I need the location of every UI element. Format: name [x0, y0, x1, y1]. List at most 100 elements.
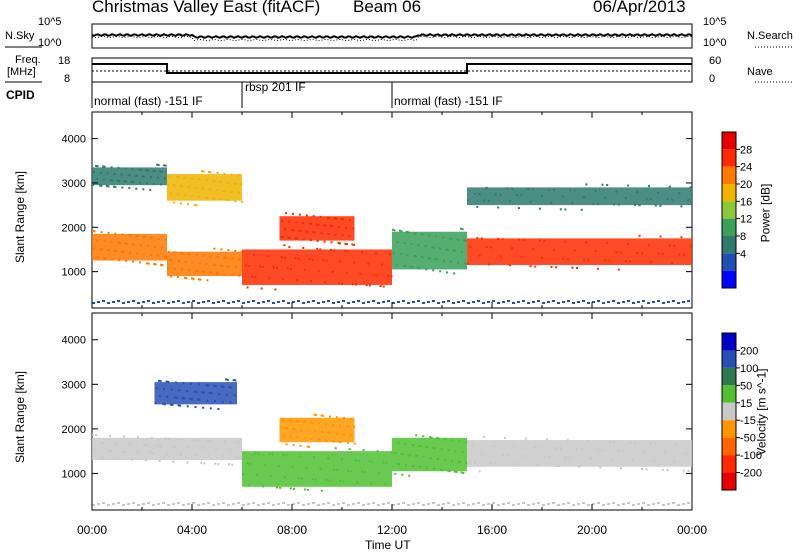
- velocity-ground-speck: [517, 503, 520, 505]
- velocity-speck: [578, 465, 581, 468]
- velocity-speck: [384, 483, 387, 486]
- power-speck: [194, 269, 197, 272]
- velocity-speck: [338, 440, 341, 443]
- power-speck: [251, 275, 254, 278]
- velocity-speck: [353, 442, 356, 445]
- power-speck: [564, 240, 567, 243]
- velocity-speck: [478, 470, 481, 473]
- velocity-speck: [206, 399, 209, 402]
- velocity-speck: [225, 393, 228, 396]
- power-speck: [325, 259, 328, 262]
- power-ground-speck: [202, 301, 205, 303]
- power-speck: [334, 233, 337, 236]
- power-speck: [288, 220, 290, 223]
- velocity-speck: [299, 444, 302, 447]
- power-speck: [606, 184, 609, 186]
- power-speck: [339, 260, 342, 263]
- power-speck: [324, 281, 326, 284]
- velocity-ground-speck: [167, 504, 170, 506]
- velocity-speck: [415, 434, 418, 437]
- velocity-speck: [269, 475, 272, 478]
- power-speck: [192, 277, 195, 280]
- power-ground-speck: [132, 300, 135, 302]
- velocity-speck: [282, 454, 285, 456]
- power-speck: [460, 250, 463, 253]
- power-speck: [508, 200, 511, 203]
- power-speck: [467, 262, 469, 265]
- velocity-speck: [601, 449, 604, 452]
- power-speck: [324, 224, 327, 227]
- velocity-speck: [255, 474, 258, 477]
- velocity-speck: [402, 453, 405, 456]
- velocity-ground-speck: [682, 503, 685, 505]
- velocity-speck: [419, 465, 422, 468]
- power-ground-speck: [422, 302, 425, 304]
- power-speck: [657, 252, 660, 255]
- power-colorbar-swatch: [722, 184, 736, 202]
- velocity-ground-speck: [92, 504, 95, 506]
- power-ground-speck: [467, 302, 470, 304]
- velocity-speck: [416, 455, 418, 458]
- velocity-speck: [159, 380, 162, 383]
- velocity-ytick-label: 3000: [62, 379, 86, 391]
- velocity-region-2: [242, 451, 392, 487]
- velocity-speck: [262, 485, 265, 488]
- power-speck: [195, 253, 198, 256]
- power-speck: [431, 246, 434, 249]
- velocity-speck: [101, 442, 104, 444]
- velocity-speck: [182, 382, 185, 385]
- power-region-8: [467, 187, 692, 206]
- power-speck: [121, 233, 124, 236]
- velocity-speck: [99, 456, 102, 459]
- velocity-speck: [207, 384, 210, 387]
- velocity-speck: [333, 468, 336, 471]
- power-ground-speck: [602, 302, 605, 304]
- velocity-speck: [158, 460, 161, 462]
- velocity-speck: [675, 443, 678, 446]
- power-speck: [457, 239, 460, 241]
- power-speck: [152, 169, 155, 172]
- power-speck: [569, 189, 572, 192]
- power-speck: [291, 212, 294, 215]
- power-ground-speck: [672, 300, 675, 302]
- velocity-speck: [190, 382, 193, 385]
- velocity-speck: [195, 391, 198, 393]
- power-speck: [201, 270, 204, 273]
- velocity-speck: [220, 385, 223, 388]
- power-speck: [213, 197, 216, 200]
- velocity-ground-speck: [622, 503, 625, 505]
- power-speck: [180, 268, 183, 271]
- velocity-speck: [339, 424, 341, 427]
- velocity-region-5: [467, 440, 692, 467]
- velocity-ground-speck: [107, 504, 110, 506]
- power-speck: [208, 188, 211, 191]
- power-speck: [295, 221, 297, 224]
- power-speck: [110, 240, 113, 243]
- velocity-speck: [181, 397, 184, 400]
- velocity-speck: [483, 436, 486, 438]
- velocity-speck: [170, 445, 173, 448]
- x-tick-label: 04:00: [177, 523, 207, 537]
- power-speck: [522, 239, 525, 241]
- power-speck: [520, 194, 523, 197]
- velocity-ytick-label: 1000: [62, 468, 86, 480]
- velocity-colorbar-tick-label: 50: [740, 380, 752, 392]
- velocity-ground-speck: [602, 504, 605, 506]
- power-speck: [170, 275, 173, 278]
- power-speck: [220, 198, 223, 201]
- velocity-speck: [347, 425, 350, 428]
- power-speck: [154, 263, 157, 266]
- velocity-speck: [555, 447, 558, 450]
- power-speck: [174, 251, 177, 254]
- power-region-5: [279, 216, 355, 241]
- velocity-speck: [300, 428, 303, 431]
- power-speck: [133, 243, 135, 246]
- power-ground-speck: [542, 302, 545, 304]
- power-speck: [337, 242, 340, 244]
- power-speck: [190, 177, 193, 180]
- power-ground-speck: [392, 302, 395, 304]
- power-ground-speck: [287, 302, 290, 304]
- power-speck: [613, 203, 616, 206]
- velocity-speck: [349, 417, 352, 420]
- velocity-speck: [158, 395, 161, 398]
